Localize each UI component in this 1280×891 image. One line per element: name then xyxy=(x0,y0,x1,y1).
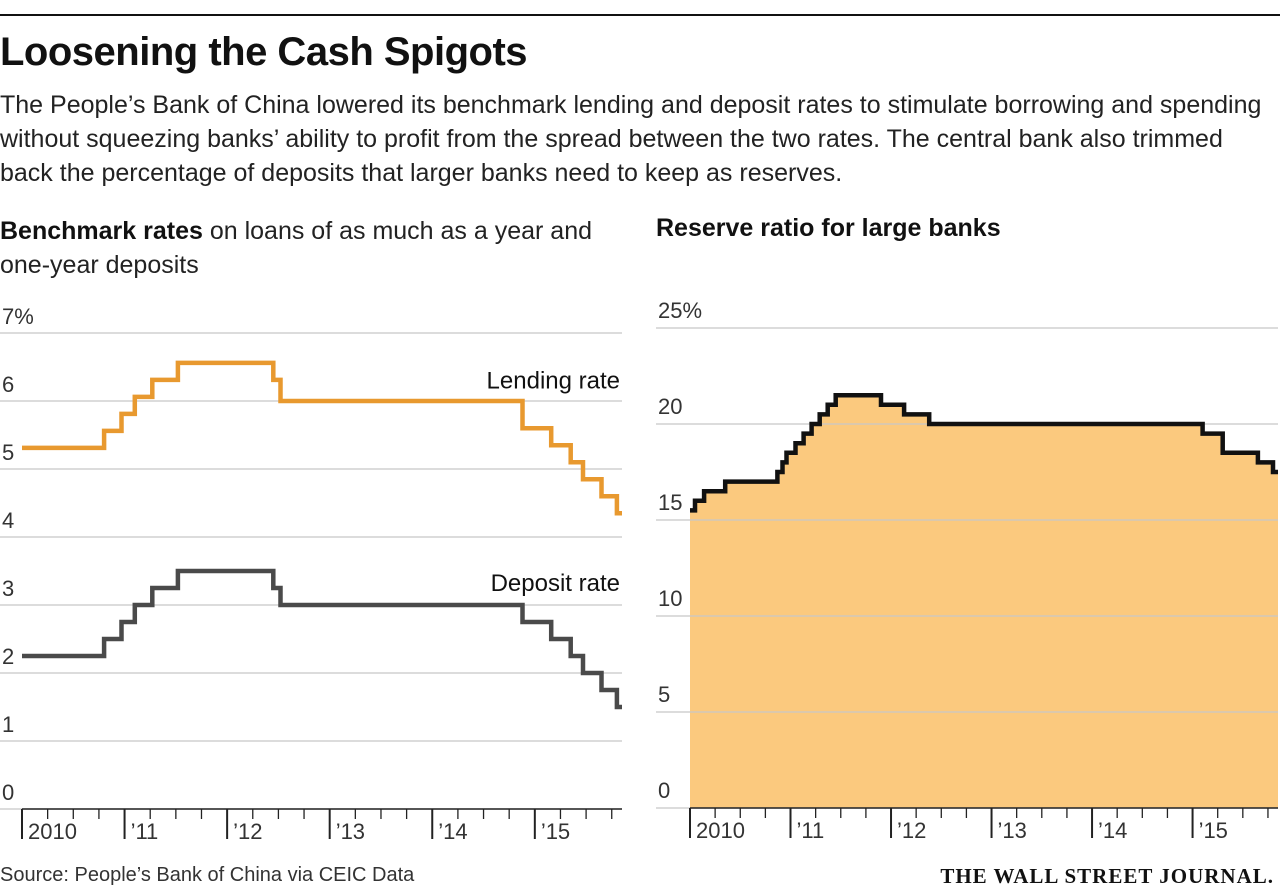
left-y-tick-label: 3 xyxy=(2,576,14,601)
left-y-tick-label: 7% xyxy=(2,304,34,329)
deposit-rate-line xyxy=(22,568,622,710)
reserve-ratio-line xyxy=(690,392,1278,513)
chart-subtitle: The People’s Bank of China lowered its b… xyxy=(0,91,1262,187)
left-y-tick-label: 4 xyxy=(2,508,14,533)
right-x-tick-label: ’14 xyxy=(1098,818,1127,843)
lending-rate-line xyxy=(22,360,622,516)
left-x-tick-label: ’11 xyxy=(131,819,159,844)
left-chart-heading: Benchmark rates on loans of as much as a… xyxy=(0,214,620,282)
left-y-tick-label: 2 xyxy=(2,644,14,669)
left-x-tick-label: 2010 xyxy=(28,819,77,844)
right-y-tick-label: 5 xyxy=(658,682,670,707)
chart-title: Loosening the Cash Spigots xyxy=(0,30,528,74)
left-y-tick-label: 1 xyxy=(2,712,14,737)
left-chart-heading-rest: on loans of as much as a year and one-ye… xyxy=(0,217,593,279)
source-note: Source: People’s Bank of China via CEIC … xyxy=(0,864,415,886)
right-y-tick-label: 20 xyxy=(658,394,682,419)
right-x-tick-label: ’12 xyxy=(897,818,926,843)
right-y-tick-label: 0 xyxy=(658,778,670,803)
right-x-tick-label: ’13 xyxy=(998,818,1027,843)
right-x-tick-label: ’11 xyxy=(797,818,825,843)
left-y-tick-label: 6 xyxy=(2,372,14,397)
left-chart-heading-bold: Benchmark rates xyxy=(0,217,203,245)
top-rule xyxy=(0,14,1280,16)
left-y-tick-label: 5 xyxy=(2,440,14,465)
left-x-tick-label: ’12 xyxy=(233,819,262,844)
left-x-tick-label: ’14 xyxy=(438,819,467,844)
reserve-ratio-area xyxy=(690,395,1278,808)
left-x-tick-label: ’15 xyxy=(541,819,570,844)
deposit-rate-label: Deposit rate xyxy=(491,570,620,597)
right-x-tick-label: ’15 xyxy=(1199,818,1228,843)
right-chart-heading: Reserve ratio for large banks xyxy=(656,214,1001,242)
right-y-tick-label: 25% xyxy=(658,298,702,323)
left-x-tick-label: ’13 xyxy=(336,819,365,844)
publisher-logo: THE WALL STREET JOURNAL. xyxy=(940,864,1274,888)
right-x-tick-label: 2010 xyxy=(696,818,745,843)
left-y-tick-label: 0 xyxy=(2,780,14,805)
right-y-tick-label: 10 xyxy=(658,586,682,611)
lending-rate-label: Lending rate xyxy=(487,368,620,395)
right-y-tick-label: 15 xyxy=(658,490,682,515)
